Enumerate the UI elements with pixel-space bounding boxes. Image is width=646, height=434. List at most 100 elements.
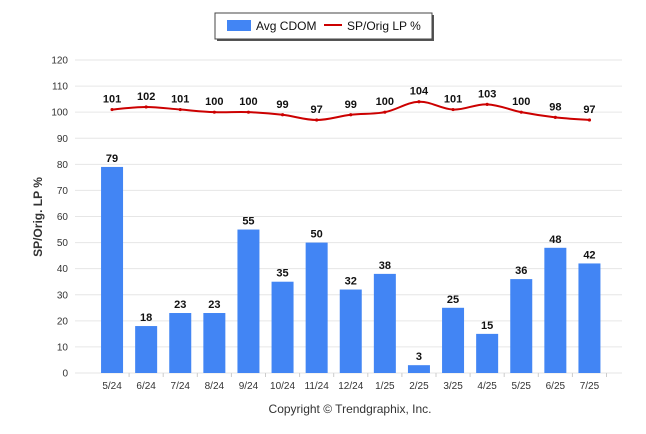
bar-avg-cdom[interactable]: [510, 279, 533, 373]
line-labels: 101 102 101 100 100 99 97 99 100 104 101 103 100 98 97: [103, 86, 596, 116]
x-tick-label: 11/24: [305, 381, 330, 392]
bar-value-label: 48: [549, 234, 561, 246]
x-tick-label: 6/25: [546, 381, 566, 392]
line-series: [110, 100, 592, 122]
y-tick-label: 70: [57, 186, 69, 197]
bars: [101, 166, 601, 373]
bar-avg-cdom[interactable]: [442, 307, 465, 373]
y-tick-label: 10: [57, 342, 69, 353]
bar-avg-cdom[interactable]: [135, 326, 158, 373]
line-point[interactable]: [519, 110, 523, 114]
bar-labels: 79 18 23 23 55 35 50 32 38 3 25 15 36 48 42: [106, 153, 596, 363]
legend[interactable]: Avg CDOM SP/Orig LP %: [214, 12, 434, 41]
x-tick-label: 1/25: [375, 381, 395, 392]
bar-avg-cdom[interactable]: [203, 313, 226, 373]
line-point[interactable]: [110, 107, 114, 112]
x-axis-ticks: 5/24 6/24 7/24 8/24 9/24 10/24 11/24 12/24 1/25 2…: [102, 373, 607, 392]
line-point[interactable]: [246, 110, 251, 114]
x-tick-label: 12/24: [338, 381, 363, 392]
line-point[interactable]: [315, 118, 319, 122]
legend-swatch-avg-cdom: [227, 20, 251, 31]
bar-avg-cdom[interactable]: [101, 166, 124, 373]
line-value-label: 103: [478, 88, 496, 100]
y-tick-label: 100: [51, 108, 68, 119]
bar-value-label: 15: [481, 320, 493, 332]
line-value-label: 99: [276, 99, 288, 111]
line-value-label: 99: [345, 99, 357, 111]
bar-value-label: 36: [515, 265, 527, 277]
line-point[interactable]: [349, 113, 353, 117]
bar-value-label: 42: [583, 249, 595, 261]
x-tick-label: 5/25: [512, 381, 532, 392]
bar-value-label: 32: [345, 276, 357, 288]
line-point[interactable]: [178, 107, 182, 112]
bar-avg-cdom[interactable]: [578, 263, 601, 373]
line-value-label: 97: [583, 104, 595, 116]
x-tick-label: 7/24: [171, 381, 191, 392]
x-tick-label: 6/24: [136, 381, 156, 392]
bar-avg-cdom[interactable]: [237, 229, 260, 373]
y-axis-label: SP/Orig. LP %: [31, 177, 45, 257]
line-point[interactable]: [383, 110, 387, 114]
bar-avg-cdom[interactable]: [544, 247, 567, 373]
line-point[interactable]: [417, 100, 421, 104]
y-tick-label: 90: [57, 134, 69, 145]
y-tick-label: 20: [57, 316, 69, 327]
y-tick-label: 30: [57, 290, 69, 301]
bar-value-label: 38: [379, 260, 391, 272]
line-value-label: 100: [239, 96, 257, 108]
y-tick-label: 60: [57, 212, 69, 223]
bar-value-label: 23: [174, 299, 186, 311]
bar-avg-cdom[interactable]: [271, 281, 294, 373]
line-value-label: 104: [410, 86, 429, 98]
line-value-label: 101: [103, 94, 121, 106]
line-point[interactable]: [280, 113, 285, 117]
line-value-label: 100: [512, 96, 530, 108]
bar-avg-cdom[interactable]: [476, 333, 499, 373]
bar-value-label: 35: [276, 268, 288, 280]
legend-label-avg-cdom: Avg CDOM: [256, 19, 316, 33]
x-tick-label: 7/25: [580, 381, 600, 392]
bar-value-label: 25: [447, 294, 459, 306]
x-tick-label: 8/24: [205, 381, 225, 392]
bar-avg-cdom[interactable]: [373, 273, 396, 373]
bar-value-label: 55: [242, 216, 254, 228]
line-value-label: 102: [137, 91, 155, 103]
y-tick-label: 40: [57, 264, 69, 275]
x-tick-label: 10/24: [270, 381, 295, 392]
x-tick-label: 3/25: [443, 381, 463, 392]
line-point[interactable]: [144, 105, 148, 109]
bar-value-label: 23: [208, 299, 220, 311]
bar-value-label: 18: [140, 312, 152, 324]
line-point[interactable]: [587, 118, 592, 122]
line-point[interactable]: [553, 115, 557, 119]
line-value-label: 101: [444, 94, 462, 106]
x-tick-label: 5/24: [102, 381, 122, 392]
line-point[interactable]: [485, 102, 489, 106]
bar-avg-cdom[interactable]: [407, 365, 430, 373]
bar-value-label: 3: [416, 351, 422, 363]
x-tick-label: 4/25: [477, 381, 497, 392]
bar-value-label: 79: [106, 153, 118, 165]
y-tick-label: 80: [57, 160, 69, 171]
x-tick-label: 9/24: [239, 381, 259, 392]
gridlines: [75, 59, 622, 374]
y-tick-label: 110: [52, 82, 68, 93]
line-point[interactable]: [451, 107, 455, 112]
legend-label-sp-orig: SP/Orig LP %: [347, 19, 421, 33]
line-point[interactable]: [212, 110, 216, 114]
y-tick-label: 0: [62, 369, 68, 380]
bar-value-label: 50: [311, 229, 323, 241]
copyright-credit: Copyright © Trendgraphix, Inc.: [269, 402, 432, 416]
bar-avg-cdom[interactable]: [305, 242, 328, 373]
line-value-label: 101: [171, 94, 189, 106]
line-value-label: 100: [205, 96, 223, 108]
y-tick-label: 50: [57, 238, 69, 249]
line-value-label: 97: [311, 104, 323, 116]
line-value-label: 100: [376, 96, 394, 108]
bar-avg-cdom[interactable]: [339, 289, 362, 373]
bar-avg-cdom[interactable]: [169, 313, 192, 373]
x-tick-label: 2/25: [409, 381, 429, 392]
